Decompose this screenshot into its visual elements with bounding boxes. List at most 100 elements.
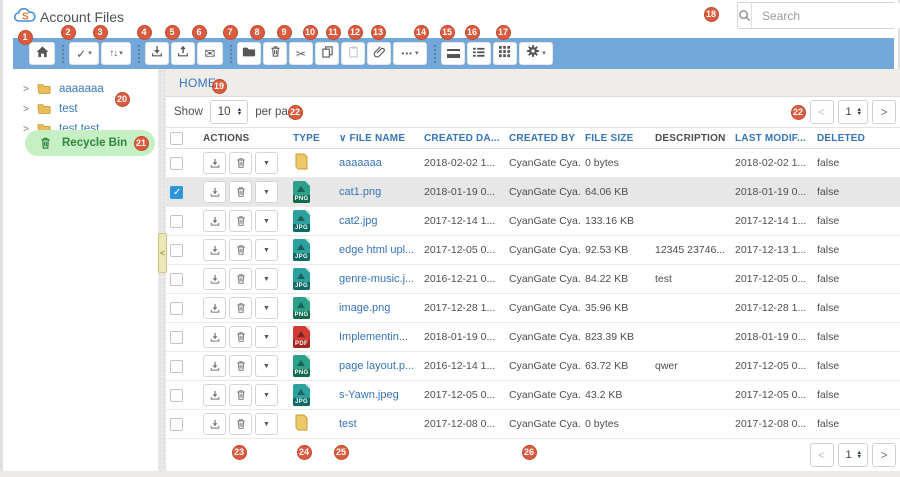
- email-button[interactable]: ✉: [197, 42, 223, 65]
- row-delete-button[interactable]: [229, 326, 252, 348]
- next-page-button[interactable]: >: [872, 100, 896, 124]
- file-name-link[interactable]: edge html upl...: [339, 244, 415, 256]
- file-name-link[interactable]: image.png: [339, 302, 391, 314]
- select-all-checkbox[interactable]: [170, 131, 183, 145]
- row-more-button[interactable]: ▼: [255, 355, 278, 377]
- row-more-button[interactable]: ▼: [255, 268, 278, 290]
- row-more-button[interactable]: ▼: [255, 413, 278, 435]
- row-download-button[interactable]: [203, 326, 226, 348]
- page-number-input[interactable]: [838, 449, 855, 461]
- row-delete-button[interactable]: [229, 181, 252, 203]
- col-file-name[interactable]: ∨ FILE NAME: [335, 127, 420, 149]
- row-checkbox[interactable]: [170, 388, 183, 402]
- sidebar-folder-test[interactable]: > test: [23, 103, 78, 115]
- row-checkbox[interactable]: [170, 417, 183, 431]
- home-button[interactable]: [29, 42, 55, 65]
- row-delete-button[interactable]: [229, 384, 252, 406]
- col-last-modified[interactable]: LAST MODIF...: [731, 127, 813, 149]
- prev-page-button[interactable]: <: [809, 100, 834, 124]
- row-download-button[interactable]: [203, 355, 226, 377]
- page-number-input[interactable]: [838, 106, 855, 118]
- row-more-button[interactable]: ▼: [255, 181, 278, 203]
- file-name-link[interactable]: cat1.png: [339, 186, 382, 198]
- file-name-link[interactable]: aaaaaaa: [339, 157, 382, 169]
- select-all-header[interactable]: [166, 127, 199, 149]
- file-name-link[interactable]: cat2.jpg: [339, 215, 378, 227]
- row-more-button[interactable]: ▼: [255, 239, 278, 261]
- table-row[interactable]: ▼ aaaaaaa 2018-02-02 1... CyanGate Cya..…: [166, 148, 900, 178]
- more-dropdown-button[interactable]: ••• ▾: [393, 42, 427, 65]
- settings-dropdown-button[interactable]: ▾: [519, 42, 553, 65]
- recycle-bin-item[interactable]: Recycle Bin: [25, 130, 155, 156]
- prev-page-button[interactable]: <: [809, 443, 834, 467]
- table-row[interactable]: ▼ JPG edge html upl... 2017-12-05 0... C…: [166, 235, 900, 265]
- sort-dropdown-button[interactable]: ↑↓ ▾: [101, 42, 131, 65]
- table-row[interactable]: ▼ JPG cat2.jpg 2017-12-14 1... CyanGate …: [166, 206, 900, 236]
- row-download-button[interactable]: [203, 413, 226, 435]
- row-delete-button[interactable]: [229, 268, 252, 290]
- next-page-button[interactable]: >: [872, 443, 896, 467]
- table-row[interactable]: ▼ PNG page layout.p... 2016-12-14 1... C…: [166, 351, 900, 381]
- row-more-button[interactable]: ▼: [255, 326, 278, 348]
- attach-button[interactable]: [367, 42, 391, 65]
- row-checkbox[interactable]: [170, 156, 183, 170]
- table-row[interactable]: ▼ PDF Implementin... 2018-01-19 0... Cya…: [166, 322, 900, 352]
- col-file-size[interactable]: FILE SIZE: [581, 127, 651, 149]
- row-more-button[interactable]: ▼: [255, 210, 278, 232]
- table-row[interactable]: ▼ JPG s-Yawn.jpeg 2017-12-05 0... CyanGa…: [166, 380, 900, 410]
- file-name-link[interactable]: genre-music.j...: [339, 273, 415, 285]
- grid-view-button[interactable]: [493, 42, 517, 65]
- row-more-button[interactable]: ▼: [255, 384, 278, 406]
- select-dropdown-button[interactable]: ✓ ▾: [69, 42, 99, 65]
- tab-home[interactable]: HOME: [179, 75, 217, 90]
- row-download-button[interactable]: [203, 210, 226, 232]
- chevron-right-icon[interactable]: >: [23, 103, 29, 115]
- sidebar-collapse-handle[interactable]: <: [158, 233, 167, 273]
- row-download-button[interactable]: [203, 297, 226, 319]
- row-delete-button[interactable]: [229, 152, 252, 174]
- copy-button[interactable]: [315, 42, 339, 65]
- list-view-button[interactable]: [441, 42, 465, 65]
- col-deleted[interactable]: DELETED: [813, 127, 900, 149]
- table-row[interactable]: ▼ test 2017-12-08 0... CyanGate Cya... 0…: [166, 409, 900, 439]
- row-checkbox[interactable]: [170, 330, 183, 344]
- detail-view-button[interactable]: [467, 42, 491, 65]
- row-download-button[interactable]: [203, 268, 226, 290]
- table-row[interactable]: ▼ PNG image.png 2017-12-28 1... CyanGate…: [166, 293, 900, 323]
- col-type[interactable]: TYPE: [289, 127, 335, 149]
- spinner-arrows-icon[interactable]: ▲ ▼: [856, 449, 862, 460]
- file-name-link[interactable]: s-Yawn.jpeg: [339, 389, 399, 401]
- row-checkbox[interactable]: [170, 214, 183, 228]
- upload-button[interactable]: [171, 42, 195, 65]
- download-button[interactable]: [145, 42, 169, 65]
- col-created-by[interactable]: CREATED BY: [505, 127, 581, 149]
- page-size-input[interactable]: [210, 106, 235, 118]
- delete-button[interactable]: [263, 42, 287, 65]
- row-download-button[interactable]: [203, 239, 226, 261]
- file-name-link[interactable]: Implementin...: [339, 331, 409, 343]
- row-checkbox[interactable]: [170, 243, 183, 257]
- table-row-selected[interactable]: ▼ PNG cat1.png 2018-01-19 0... CyanGate …: [166, 177, 900, 207]
- search-input[interactable]: [752, 3, 900, 28]
- chevron-right-icon[interactable]: >: [23, 123, 29, 135]
- row-checkbox[interactable]: [170, 359, 183, 373]
- row-more-button[interactable]: ▼: [255, 297, 278, 319]
- row-download-button[interactable]: [203, 384, 226, 406]
- table-row[interactable]: ▼ JPG genre-music.j... 2016-12-21 0... C…: [166, 264, 900, 294]
- row-checkbox[interactable]: [170, 272, 183, 286]
- spinner-arrows-icon[interactable]: ▲ ▼: [856, 106, 862, 117]
- paste-button[interactable]: [341, 42, 365, 65]
- row-checkbox[interactable]: [170, 301, 183, 315]
- file-name-link[interactable]: test: [339, 418, 357, 430]
- cut-button[interactable]: ✂: [289, 42, 313, 65]
- row-delete-button[interactable]: [229, 413, 252, 435]
- row-delete-button[interactable]: [229, 355, 252, 377]
- row-delete-button[interactable]: [229, 297, 252, 319]
- row-delete-button[interactable]: [229, 210, 252, 232]
- col-created-date[interactable]: CREATED DA...: [420, 127, 505, 149]
- row-download-button[interactable]: [203, 181, 226, 203]
- sidebar-folder-aaaaaaa[interactable]: > aaaaaaa: [23, 83, 104, 95]
- row-download-button[interactable]: [203, 152, 226, 174]
- row-more-button[interactable]: ▼: [255, 152, 278, 174]
- chevron-right-icon[interactable]: >: [23, 83, 29, 95]
